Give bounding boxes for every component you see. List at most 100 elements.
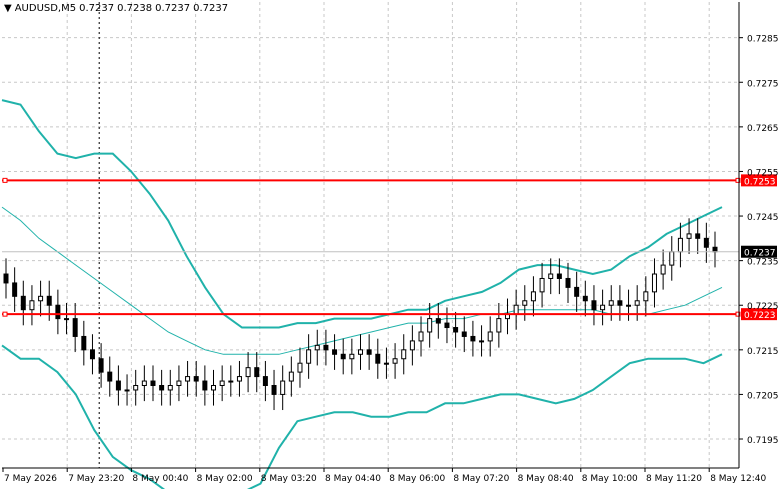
candle — [219, 365, 225, 402]
level-handle-left[interactable] — [2, 177, 8, 183]
bollinger-upper — [1, 99, 723, 329]
candle — [29, 285, 35, 326]
candle-body — [608, 300, 614, 306]
low-value: 0.7237 — [155, 3, 191, 14]
x-tick-label: 8 May 03:20 — [261, 474, 317, 484]
candle — [297, 347, 303, 388]
candle-body — [487, 331, 493, 342]
candle-body — [262, 376, 268, 387]
candle-body — [141, 380, 147, 387]
candle — [245, 352, 251, 393]
close-value: 0.7237 — [193, 3, 229, 14]
candle — [556, 258, 562, 295]
candle — [539, 262, 545, 308]
candle — [435, 303, 441, 339]
candle — [159, 369, 165, 406]
candle-body — [461, 331, 467, 337]
last-price-label: 0.7237 — [744, 249, 776, 259]
candle-body — [409, 340, 415, 351]
candle-body — [366, 349, 372, 355]
x-tick-label: 8 May 00:40 — [132, 474, 188, 484]
candle — [20, 280, 26, 326]
candle-body — [358, 349, 363, 355]
bollinger-middle — [1, 206, 723, 355]
candle — [314, 329, 320, 366]
candle-body — [3, 273, 9, 284]
candle-body — [435, 318, 441, 324]
candle — [141, 365, 147, 402]
y-tick-label: 0.7245 — [747, 213, 779, 223]
candle — [565, 262, 571, 304]
candle — [323, 329, 329, 366]
candle — [375, 338, 381, 379]
x-tick-label: 8 May 10:00 — [582, 474, 638, 484]
candle — [185, 360, 191, 397]
y-tick-label: 0.7235 — [747, 258, 779, 268]
candle — [202, 365, 208, 406]
candle-body — [159, 385, 165, 391]
level-handle-right[interactable] — [735, 311, 741, 317]
candle — [574, 271, 580, 312]
level-handle-right[interactable] — [735, 177, 741, 183]
x-tick-label: 8 May 08:40 — [518, 474, 574, 484]
candle-body — [703, 237, 709, 248]
candle-body — [20, 295, 26, 311]
candle — [444, 307, 450, 344]
dropdown-triangle-icon[interactable]: ▼ — [4, 3, 12, 14]
x-tick-label: 7 May 23:20 — [68, 474, 124, 484]
candle — [176, 365, 182, 402]
candle — [236, 360, 242, 397]
candle-body — [323, 344, 329, 351]
y-tick-label: 0.7265 — [747, 124, 779, 134]
candle — [504, 298, 510, 335]
candle — [211, 369, 217, 406]
candle-body — [38, 295, 44, 302]
candle — [366, 334, 372, 370]
candle — [548, 258, 554, 295]
candle-body — [133, 385, 139, 391]
candle-body — [660, 264, 666, 275]
axis-labels: 0.72850.72750.72650.72550.72450.72350.72… — [4, 35, 779, 484]
candle-body — [46, 295, 52, 306]
candle-body — [176, 380, 182, 387]
bollinger-bands — [1, 99, 723, 489]
candle-body — [81, 335, 87, 351]
candle — [133, 369, 139, 406]
candle-body — [522, 300, 528, 306]
candle — [81, 320, 87, 366]
candle-body — [89, 349, 95, 360]
candle — [591, 285, 597, 326]
candle-body — [375, 353, 381, 364]
candle-body — [392, 358, 398, 364]
candle-body — [427, 318, 433, 333]
horizontal-levels[interactable]: 0.7237 0.7253 0.7223 — [2, 174, 777, 321]
candle-body — [280, 380, 286, 395]
y-tick-label: 0.7285 — [747, 35, 779, 45]
x-tick-label: 8 May 07:20 — [453, 474, 509, 484]
candle-body — [107, 371, 113, 382]
candle-body — [634, 300, 640, 306]
candle-body — [479, 340, 485, 343]
candle-body — [297, 362, 303, 373]
candle-body — [228, 380, 234, 383]
candle — [89, 334, 95, 375]
candle-body — [29, 300, 35, 311]
candle — [608, 285, 614, 321]
y-tick-label: 0.7205 — [747, 391, 779, 401]
candle — [193, 360, 199, 397]
candle-body — [193, 376, 199, 382]
candle — [479, 325, 485, 357]
candle-body — [574, 286, 580, 297]
y-tick-label: 0.7195 — [747, 436, 779, 446]
y-tick-label: 0.7225 — [747, 302, 779, 312]
candle — [582, 280, 588, 317]
candle — [669, 236, 675, 281]
level-label: 0.7253 — [744, 177, 776, 187]
level-handle-left[interactable] — [2, 311, 8, 317]
candle — [55, 289, 61, 335]
x-tick-label: 8 May 04:40 — [325, 474, 381, 484]
candle — [332, 334, 338, 370]
candle — [453, 311, 459, 348]
level-badge — [741, 174, 777, 187]
